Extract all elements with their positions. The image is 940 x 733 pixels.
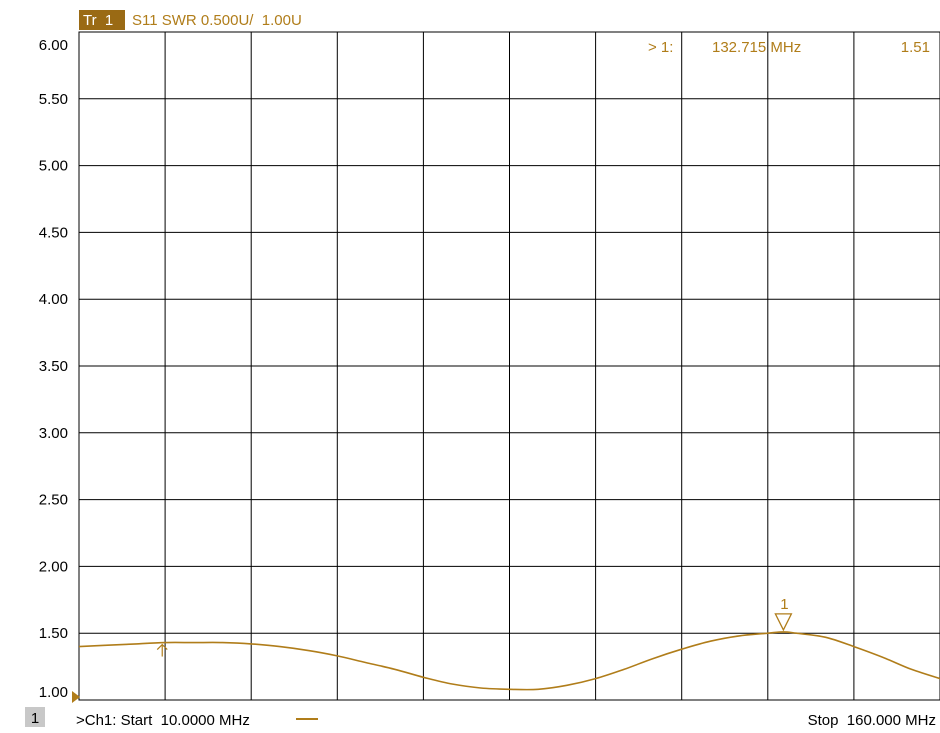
stop-frequency: Stop 160.000 MHz	[808, 712, 936, 729]
channel-badge-bg	[25, 707, 45, 727]
marker-readout-frequency: 132.715 MHz	[712, 39, 801, 56]
y-tick-label: 1.00	[39, 684, 68, 701]
trace-label: S11 SWR 0.500U/ 1.00U	[132, 12, 302, 29]
y-tick-label: 3.50	[39, 358, 68, 375]
y-tick-label: 5.00	[39, 158, 68, 175]
reference-level-arrow[interactable]	[72, 691, 80, 703]
marker-readout-value: 1.51	[901, 39, 930, 56]
marker-1-label: 1	[780, 596, 788, 613]
y-tick-label: 2.00	[39, 558, 68, 575]
y-tick-label: 2.50	[39, 492, 68, 509]
marker-readout-prefix: > 1:	[648, 39, 673, 56]
marker-1-triangle[interactable]	[774, 613, 793, 632]
y-tick-label: 1.50	[39, 625, 68, 642]
marker-arrow-head[interactable]	[156, 643, 168, 650]
y-tick-label: 5.50	[39, 91, 68, 108]
y-tick-label: 4.00	[39, 291, 68, 308]
markers-group: 1	[156, 596, 793, 657]
swr-trace	[78, 631, 940, 691]
start-frequency: >Ch1: Start 10.0000 MHz	[76, 712, 250, 729]
trace-badge[interactable]: Tr 1	[83, 12, 113, 29]
trace-group	[72, 631, 940, 703]
y-tick-label: 3.00	[39, 425, 68, 442]
channel-badge[interactable]: 1	[31, 710, 39, 727]
y-tick-label: 6.00	[39, 37, 68, 54]
y-tick-label: 4.50	[39, 224, 68, 241]
trace-badge-bg	[79, 10, 125, 30]
y-tick-labels: 6.00 5.50 5.00 4.50 4.00 3.50 3.00 2.50 2.00 1.50…	[39, 37, 68, 701]
